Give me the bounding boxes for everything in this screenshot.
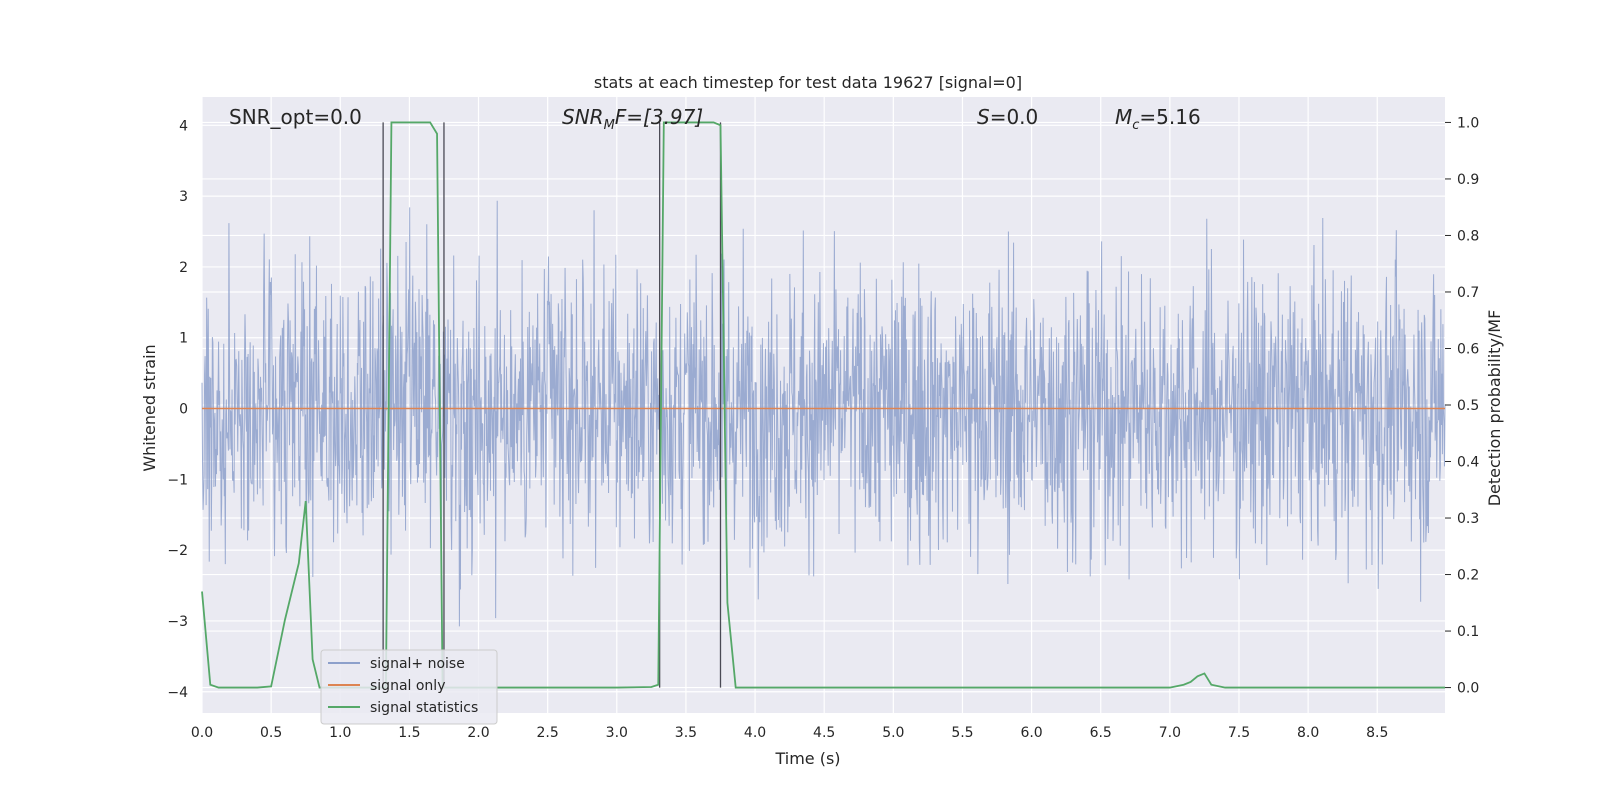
- x-tick-label: 0.5: [260, 725, 282, 741]
- y-tick-label-left: −3: [167, 614, 188, 630]
- x-ticks: 0.0 0.5 1.0 1.5 2.0 2.5 3.0 3.5 4.0 4.5 5.0 5.5 6.0 6…: [191, 725, 1389, 741]
- legend: signal+ noise signal only signal statist…: [320, 649, 498, 725]
- annotation-mc-rest: =5.16: [1139, 105, 1200, 129]
- y-axis-label-right: Detection probability/MF: [1485, 310, 1504, 507]
- x-tick-label: 6.5: [1090, 725, 1112, 741]
- legend-label-noise: signal+ noise: [370, 656, 465, 672]
- y-tick-label-left: 3: [179, 189, 188, 205]
- legend-label-stats: signal statistics: [370, 700, 478, 716]
- y-tick-label-right: 0.0: [1457, 681, 1479, 697]
- vertical-markers: [382, 122, 722, 688]
- x-tick-label: 8.0: [1297, 725, 1319, 741]
- y-tick-label-right: 0.5: [1457, 398, 1479, 414]
- legend-frame: [320, 649, 498, 725]
- x-tick-label: 4.0: [744, 725, 766, 741]
- y-tick-label-right: 0.7: [1457, 285, 1479, 301]
- y-tick-label-left: 0: [179, 402, 188, 418]
- x-tick-label: 0.0: [191, 725, 213, 741]
- chart-title: stats at each timestep for test data 196…: [594, 73, 1022, 92]
- y-ticks-right: 1.0 0.9 0.8 0.7 0.6 0.5 0.4 0.3 0.2 0.1 0.0: [1445, 115, 1479, 697]
- annotation-s-italic: S: [977, 105, 990, 129]
- y-tick-label-right: 0.3: [1457, 511, 1479, 527]
- x-tick-label: 7.0: [1159, 725, 1181, 741]
- annotation-snr-mf-base: SNR: [562, 105, 604, 129]
- y-tick-label-right: 0.8: [1457, 228, 1479, 244]
- x-tick-label: 3.0: [606, 725, 628, 741]
- y-tick-label-right: 0.9: [1457, 172, 1479, 188]
- x-tick-label: 5.0: [882, 725, 904, 741]
- legend-label-signal: signal only: [370, 678, 445, 694]
- x-tick-label: 2.0: [467, 725, 489, 741]
- y-tick-label-left: −1: [167, 472, 188, 488]
- x-tick-label: 8.5: [1366, 725, 1388, 741]
- noise-series: [201, 200, 1446, 627]
- x-tick-label: 1.5: [398, 725, 420, 741]
- annotation-mc-sub: c: [1132, 118, 1139, 133]
- annotation-snr-opt: SNR_opt=0.0: [229, 105, 362, 129]
- x-tick-label: 3.5: [675, 725, 697, 741]
- annotation-snr-mf-sub: M: [604, 118, 615, 133]
- annotation-snr-mf-rest: F=[3.97]: [615, 105, 703, 129]
- y-tick-label-left: −4: [167, 685, 188, 701]
- y-tick-label-right: 0.6: [1457, 341, 1479, 357]
- y-ticks-left: 4 3 2 1 0 −1 −2 −3 −4: [167, 118, 188, 700]
- noise-line: [201, 200, 1446, 627]
- y-tick-label-right: 0.1: [1457, 624, 1479, 640]
- y-tick-label-right: 1.0: [1457, 115, 1479, 131]
- y-axis-label-left: Whitened strain: [140, 344, 159, 471]
- x-tick-label: 7.5: [1228, 725, 1250, 741]
- stats-series: [201, 121, 1445, 689]
- x-tick-label: 6.0: [1020, 725, 1042, 741]
- y-tick-label-right: 0.4: [1457, 455, 1479, 471]
- x-tick-label: 4.5: [813, 725, 835, 741]
- x-tick-label: 1.0: [329, 725, 351, 741]
- annotation-snr-mf: SNRMF=[3.97]: [562, 105, 703, 133]
- y-tick-label-right: 0.2: [1457, 568, 1479, 584]
- annotation-s-rest: =0.0: [990, 105, 1039, 129]
- x-axis-label: Time (s): [774, 749, 840, 768]
- annotation-mc: Mc=5.16: [1115, 105, 1201, 133]
- stats-line: [201, 121, 1445, 689]
- annotation-s: S=0.0: [977, 105, 1038, 129]
- x-tick-label: 5.5: [951, 725, 973, 741]
- y-tick-label-left: 1: [179, 331, 188, 347]
- y-tick-label-left: −2: [167, 543, 188, 559]
- y-tick-label-left: 2: [179, 260, 188, 276]
- annotation-mc-italic: M: [1115, 105, 1132, 129]
- y-tick-label-left: 4: [179, 118, 188, 134]
- x-tick-label: 2.5: [537, 725, 559, 741]
